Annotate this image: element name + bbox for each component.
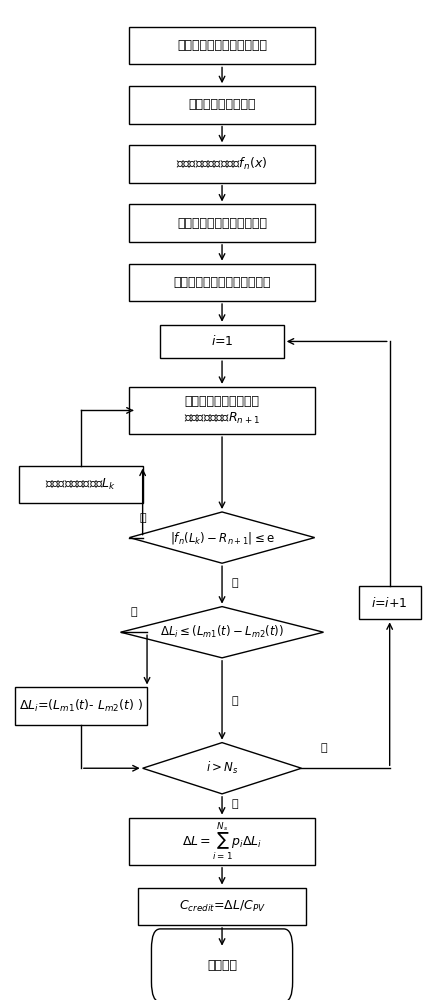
Text: $\Delta L_i\leq(L_{m1}(t)-L_{m2}(t))$: $\Delta L_i\leq(L_{m1}(t)-L_{m2}(t))$: [160, 624, 284, 640]
Polygon shape: [143, 743, 301, 794]
FancyBboxPatch shape: [129, 145, 315, 183]
Text: 是: 是: [232, 799, 238, 809]
FancyBboxPatch shape: [129, 818, 315, 865]
Text: $|f_n(L_k)-R_{n+1}|\leq$e: $|f_n(L_k)-R_{n+1}|\leq$e: [170, 530, 274, 546]
Text: 输入原系统机组和负荷数据: 输入原系统机组和负荷数据: [177, 39, 267, 52]
Text: 否: 否: [139, 513, 146, 523]
Text: 输入光伏电站历史出力数据: 输入光伏电站历史出力数据: [177, 217, 267, 230]
Text: $i$=$i$+1: $i$=$i$+1: [371, 596, 408, 610]
Text: 输出结果: 输出结果: [207, 959, 237, 972]
FancyBboxPatch shape: [19, 466, 143, 503]
Text: 是: 是: [232, 578, 238, 588]
FancyBboxPatch shape: [129, 27, 315, 64]
Text: 对光伏电站出力场景进行削减: 对光伏电站出力场景进行削减: [173, 276, 271, 289]
Text: 是: 是: [232, 696, 238, 706]
Text: 计算负荷昼夜峰值差: 计算负荷昼夜峰值差: [188, 98, 256, 111]
Text: 计算光伏电站接入后的
系统可靠性指标$R_{n+1}$: 计算光伏电站接入后的 系统可靠性指标$R_{n+1}$: [184, 395, 260, 426]
FancyBboxPatch shape: [129, 86, 315, 124]
Text: 调整系统负荷水平为$L_k$: 调整系统负荷水平为$L_k$: [45, 477, 116, 492]
FancyBboxPatch shape: [151, 929, 293, 1000]
Text: 计算原系统可靠性曲线$f_n(x)$: 计算原系统可靠性曲线$f_n(x)$: [176, 156, 268, 172]
Text: $C_{credit}$=$\Delta L$/$C_{PV}$: $C_{credit}$=$\Delta L$/$C_{PV}$: [178, 899, 266, 914]
Text: 否: 否: [131, 607, 137, 617]
Text: $\Delta L_i$=($L_{m1}(t)$- $L_{m2}(t)$ ): $\Delta L_i$=($L_{m1}(t)$- $L_{m2}(t)$ ): [19, 698, 143, 714]
Polygon shape: [129, 512, 315, 563]
FancyBboxPatch shape: [15, 687, 147, 725]
FancyBboxPatch shape: [129, 204, 315, 242]
Text: $i>N_s$: $i>N_s$: [206, 760, 238, 776]
FancyBboxPatch shape: [129, 387, 315, 434]
Text: $\Delta L=\sum_{i=1}^{N_s}p_i\Delta L_i$: $\Delta L=\sum_{i=1}^{N_s}p_i\Delta L_i$: [182, 820, 262, 862]
FancyBboxPatch shape: [359, 586, 420, 619]
FancyBboxPatch shape: [160, 325, 284, 358]
Text: 否: 否: [320, 743, 327, 753]
Polygon shape: [121, 607, 324, 658]
FancyBboxPatch shape: [138, 888, 306, 925]
FancyBboxPatch shape: [129, 264, 315, 301]
Text: $i$=1: $i$=1: [211, 334, 234, 348]
